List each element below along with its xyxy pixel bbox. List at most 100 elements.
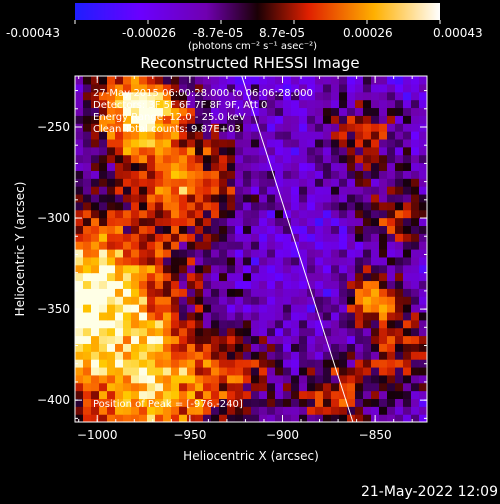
heatmap-cell: [275, 319, 284, 329]
heatmap-cell: [371, 280, 380, 289]
heatmap-cell: [371, 311, 380, 321]
heatmap-cell: [379, 343, 388, 352]
heatmap-cell: [331, 209, 340, 219]
heatmap-cell: [203, 170, 212, 179]
heatmap-cell: [299, 201, 308, 211]
heatmap-cell: [267, 304, 276, 313]
heatmap-cell: [371, 233, 380, 242]
heatmap-cell: [219, 201, 228, 211]
heatmap-cell: [259, 406, 268, 415]
heatmap-cell: [259, 131, 268, 140]
heatmap-cell: [139, 319, 148, 329]
heatmap-cell: [235, 138, 244, 148]
heatmap-cell: [211, 264, 220, 274]
heatmap-cell: [315, 256, 324, 266]
heatmap-cell: [371, 288, 380, 297]
heatmap-cell: [395, 217, 404, 227]
heatmap-cell: [147, 170, 156, 179]
heatmap-cell: [243, 288, 252, 297]
heatmap-cell: [131, 256, 140, 266]
heatmap-cell: [163, 115, 172, 124]
heatmap-cell: [107, 288, 116, 297]
heatmap-cell: [323, 115, 332, 124]
heatmap-cell: [195, 193, 204, 203]
colorbar-tick-label-4: 0.00026: [343, 26, 393, 40]
heatmap-cell: [307, 225, 316, 234]
heatmap-cell: [379, 280, 388, 289]
heatmap-cell: [171, 123, 180, 132]
heatmap-cell: [243, 138, 252, 148]
heatmap-cell: [411, 311, 420, 321]
heatmap-cell: [235, 414, 244, 422]
heatmap-cell: [131, 201, 140, 211]
heatmap-cell: [115, 178, 124, 187]
heatmap-cell: [315, 162, 324, 171]
heatmap-cell: [195, 414, 204, 422]
heatmap-cell: [307, 351, 316, 360]
heatmap-cell: [107, 83, 116, 93]
heatmap-cell: [259, 343, 268, 352]
colorbar-tick-label-5: 0.00043: [433, 26, 483, 40]
heatmap-cell: [83, 304, 92, 313]
heatmap-cell: [219, 249, 228, 258]
heatmap-cell: [123, 146, 132, 156]
heatmap-cell: [131, 146, 140, 156]
heatmap-cell: [355, 83, 364, 93]
heatmap-cell: [419, 138, 427, 148]
heatmap-cell: [251, 304, 260, 313]
heatmap-cell: [211, 272, 220, 282]
heatmap-cell: [99, 311, 108, 321]
heatmap-cell: [163, 201, 172, 211]
heatmap-cell: [251, 241, 260, 250]
heatmap-cell: [99, 233, 108, 242]
heatmap-cell: [371, 304, 380, 313]
heatmap-cell: [211, 131, 220, 140]
heatmap-cell: [211, 186, 220, 195]
heatmap-cell: [267, 343, 276, 352]
heatmap-cell: [163, 162, 172, 171]
heatmap-cell: [219, 280, 228, 289]
heatmap-cell: [403, 359, 412, 368]
heatmap-cell: [315, 201, 324, 211]
heatmap-cell: [411, 201, 420, 211]
heatmap-cell: [243, 146, 252, 156]
heatmap-cell: [291, 304, 300, 313]
heatmap-cell: [211, 241, 220, 250]
heatmap-cell: [291, 390, 300, 400]
heatmap-cell: [203, 366, 212, 376]
heatmap-cell: [203, 304, 212, 313]
heatmap-cell: [107, 374, 116, 384]
heatmap-cell: [387, 178, 396, 187]
heatmap-cell: [323, 311, 332, 321]
heatmap-cell: [259, 123, 268, 132]
heatmap-cell: [131, 374, 140, 384]
heatmap-cell: [267, 217, 276, 227]
heatmap-cell: [147, 99, 156, 109]
heatmap-cell: [339, 209, 348, 219]
heatmap-cell: [243, 178, 252, 187]
heatmap-cell: [115, 296, 124, 305]
heatmap-cell: [395, 304, 404, 313]
heatmap-cell: [139, 225, 148, 234]
heatmap-cell: [291, 186, 300, 195]
heatmap-cell: [323, 382, 332, 392]
heatmap-cell: [411, 359, 420, 368]
heatmap-cell: [291, 107, 300, 116]
heatmap-cell: [299, 311, 308, 321]
heatmap-cell: [83, 170, 92, 179]
heatmap-cell: [91, 186, 100, 195]
heatmap-cell: [155, 343, 164, 352]
heatmap-cell: [379, 249, 388, 258]
heatmap-cell: [139, 115, 148, 124]
heatmap-cell: [379, 256, 388, 266]
heatmap-cell: [403, 154, 412, 164]
heatmap-cell: [227, 406, 236, 415]
heatmap-cell: [355, 311, 364, 321]
heatmap-cell: [75, 76, 84, 85]
heatmap-cell: [155, 131, 164, 140]
heatmap-cell: [411, 154, 420, 164]
heatmap-cell: [371, 162, 380, 171]
heatmap-cell: [411, 264, 420, 274]
heatmap-cell: [251, 256, 260, 266]
heatmap-cell: [419, 76, 427, 85]
